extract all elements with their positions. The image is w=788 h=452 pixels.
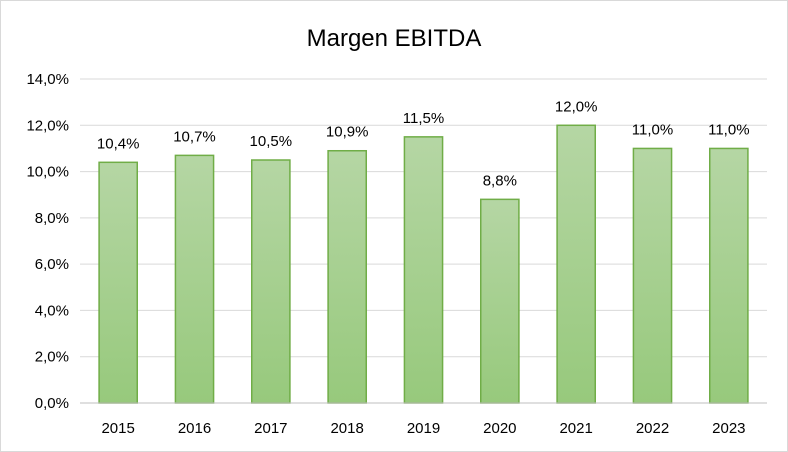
x-tick-label-2022: 2022 [636, 420, 669, 437]
data-label-2023: 11,0% [708, 121, 749, 138]
y-tick-label: 4,0% [35, 302, 69, 319]
bar-2015 [98, 161, 139, 404]
bar-2019 [403, 136, 444, 404]
y-tick-label: 0,0% [35, 395, 69, 412]
x-tick-label-2020: 2020 [483, 420, 516, 437]
x-tick-label-2021: 2021 [559, 420, 592, 437]
bars [98, 124, 749, 404]
chart-title: Margen EBITDA [307, 25, 482, 52]
bar-2016 [174, 154, 215, 404]
x-tick-label-2019: 2019 [407, 420, 440, 437]
bar-2023 [709, 147, 749, 404]
data-label-2022: 11,0% [632, 121, 673, 138]
x-tick-label-2015: 2015 [101, 420, 134, 437]
data-label-2015: 10,4% [97, 135, 140, 152]
bar-2017 [251, 159, 291, 404]
y-tick-label: 6,0% [35, 256, 69, 273]
data-label-2017: 10,5% [250, 133, 293, 150]
y-tick-label: 8,0% [35, 210, 69, 227]
y-tick-label: 14,0% [26, 71, 69, 88]
x-tick-label-2017: 2017 [254, 420, 287, 437]
y-tick-label: 10,0% [26, 164, 69, 181]
data-labels: 10,4% 10,7% 10,5% 10,9% 11,5% 8,8% 12,0% 11,0% 1… [97, 98, 750, 189]
data-label-2020: 8,8% [483, 172, 517, 189]
bar-2022 [632, 147, 673, 404]
data-label-2019: 11,5% [403, 110, 444, 127]
x-tick-label-2023: 2023 [712, 420, 745, 437]
y-tick-label: 12,0% [26, 117, 69, 134]
bar-2021 [556, 124, 596, 404]
x-axis-tick-labels: 2015 2016 2017 2018 2019 2020 2021 2022 2023 [101, 420, 745, 437]
y-axis-tick-labels: 0,0% 2,0% 4,0% 6,0% 8,0% 10,0% 12,0% 14,0% [26, 71, 69, 412]
data-label-2021: 12,0% [555, 98, 598, 115]
data-label-2016: 10,7% [173, 128, 216, 145]
bar-2018 [327, 149, 368, 404]
x-tick-label-2018: 2018 [330, 420, 363, 437]
bar-2020 [480, 198, 520, 404]
y-tick-label: 2,0% [35, 349, 69, 366]
data-label-2018: 10,9% [326, 124, 369, 141]
x-tick-label-2016: 2016 [178, 420, 211, 437]
